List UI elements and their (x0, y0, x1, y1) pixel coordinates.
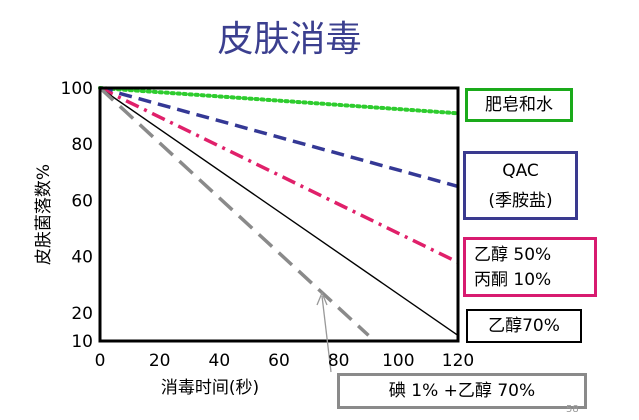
y-tick-label-2: 40 (71, 248, 93, 268)
legend-label-iodine-ethanol: 碘 1% +乙醇 70% (337, 373, 587, 409)
x-tick-label-0: 0 (95, 351, 106, 371)
y-axis-label: 皮肤菌落数% (34, 164, 54, 265)
legend-label-qac: QAC (季胺盐) (463, 151, 578, 220)
y-tick-label-4: 80 (71, 135, 93, 155)
legend-label-ethanol70: 乙醇70% (466, 309, 582, 343)
x-tick-label-6: 120 (442, 351, 474, 371)
iodine-pointer-line (321, 295, 332, 373)
series-line-2 (99, 86, 459, 264)
x-tick-label-2: 40 (209, 351, 231, 371)
legend-label-ethanol-acetone: 乙醇 50% 丙酮 10% (463, 237, 597, 297)
y-tick-label-1: 20 (71, 304, 93, 324)
plot-frame (98, 86, 460, 343)
iodine-pointer-arrowhead (316, 291, 328, 306)
x-tick-label-5: 100 (382, 351, 414, 371)
series-line-3 (99, 87, 459, 336)
series-line-1 (99, 86, 459, 189)
page-number: 58 (566, 404, 579, 415)
series-line-4 (98, 86, 370, 337)
y-tick-label-0: 10 (71, 332, 93, 352)
x-tick-label-4: 80 (328, 351, 350, 371)
x-axis-label: 消毒时间(秒) (161, 378, 259, 398)
y-tick-label-3: 60 (71, 191, 93, 211)
series-line-0 (98, 86, 460, 116)
x-tick-label-1: 20 (149, 351, 171, 371)
x-tick-label-3: 60 (268, 351, 290, 371)
y-tick-label-5: 100 (61, 79, 93, 99)
page-title: 皮肤消毒 (217, 19, 362, 60)
legend-label-soap: 肥皂和水 (465, 88, 573, 122)
